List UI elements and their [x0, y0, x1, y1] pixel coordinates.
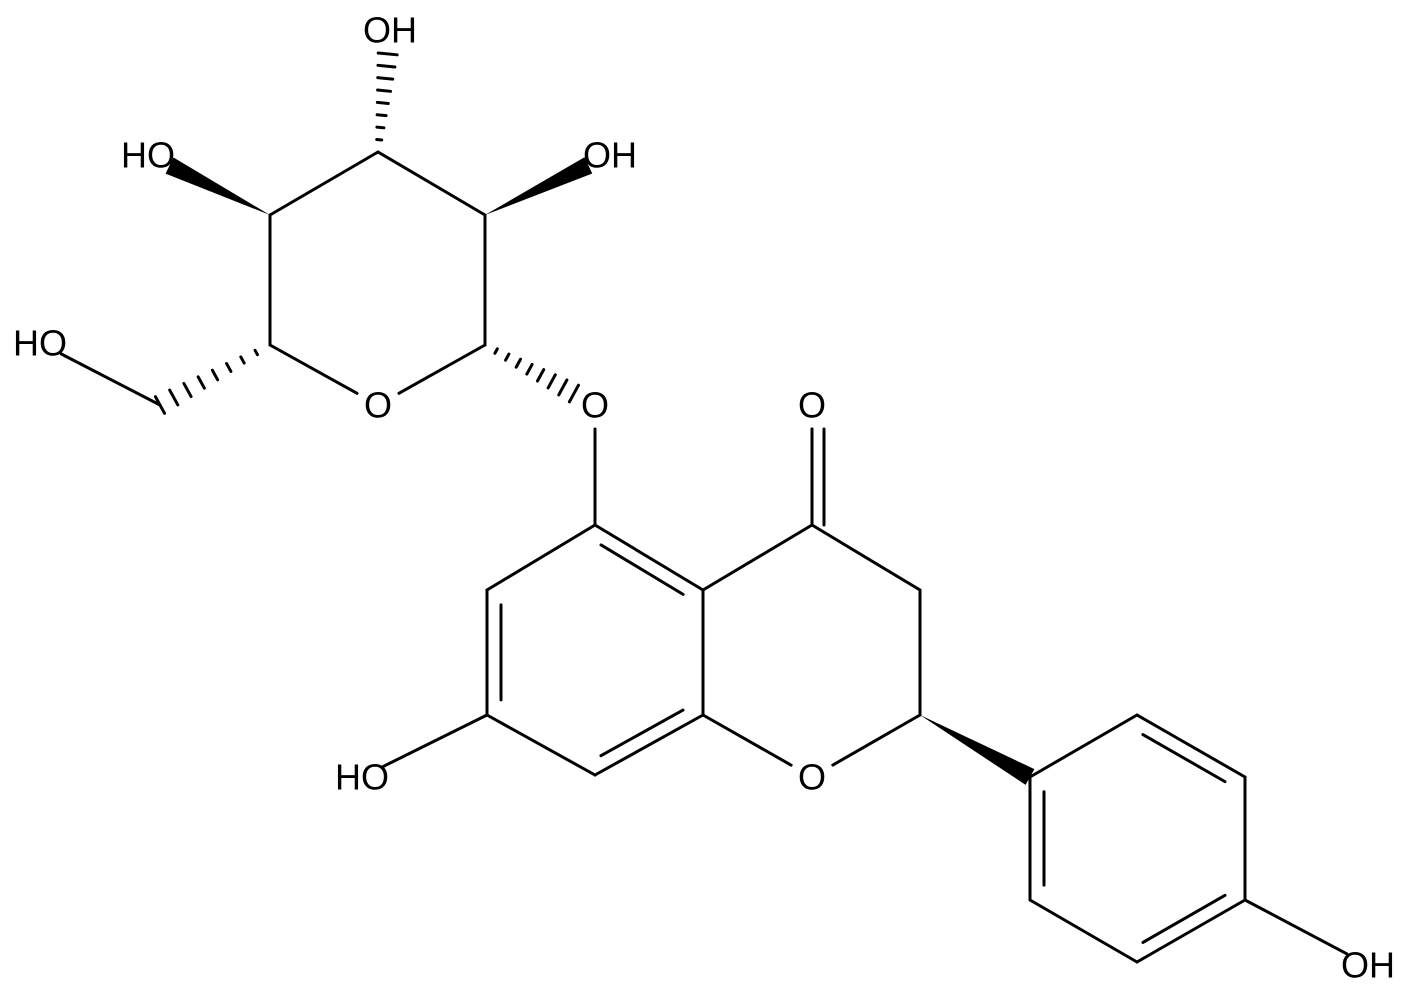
bond	[1135, 713, 1247, 779]
hash-bond	[253, 348, 259, 357]
bond	[1028, 713, 1139, 779]
bond	[382, 713, 489, 768]
atom-label: HO	[335, 757, 389, 798]
bond	[268, 150, 380, 217]
bond	[485, 713, 597, 777]
hash-bond	[557, 378, 569, 397]
hash-bond	[493, 347, 499, 355]
hash-bond	[376, 76, 395, 81]
hash-bond	[375, 125, 386, 130]
bond-inner	[1141, 733, 1227, 784]
bond	[376, 150, 487, 217]
bond	[1028, 898, 1139, 964]
bond	[1135, 898, 1247, 964]
bond	[701, 713, 793, 767]
hash-bond	[376, 51, 399, 57]
hash-bond	[375, 100, 390, 105]
atom-label: OH	[1341, 945, 1395, 986]
atom-label: O	[581, 385, 609, 426]
hash-bond	[196, 375, 206, 390]
hash-bond	[567, 383, 580, 404]
hash-bond	[525, 362, 534, 376]
hash-bond	[376, 63, 397, 69]
wedge-bond	[485, 157, 593, 215]
bond	[397, 343, 487, 395]
hash-bond	[504, 352, 511, 362]
hash-bond	[546, 373, 557, 390]
atom-label: O	[798, 385, 826, 426]
bond	[485, 523, 597, 592]
hash-bond	[153, 395, 167, 415]
atom-label: OH	[363, 10, 417, 51]
hash-bond	[514, 357, 523, 369]
atom-label: HO	[13, 323, 67, 364]
bond	[593, 713, 705, 777]
hash-bond	[376, 88, 393, 93]
atom-label: HO	[121, 135, 175, 176]
hash-bond	[182, 381, 193, 399]
bond	[701, 523, 814, 592]
wedge-bond	[165, 157, 270, 215]
hash-bond	[375, 113, 388, 118]
bond	[593, 523, 705, 592]
bond	[831, 713, 922, 767]
bond	[268, 343, 359, 395]
bond-inner	[1141, 893, 1227, 944]
hash-bond	[210, 368, 220, 382]
wedge-bond	[920, 715, 1035, 785]
hash-bond	[239, 355, 246, 365]
hash-bond	[225, 362, 233, 373]
bond	[1243, 898, 1349, 956]
atom-label: OH	[583, 135, 637, 176]
bond	[59, 352, 162, 407]
bond	[810, 523, 922, 592]
hash-bond	[535, 368, 546, 383]
hash-bond	[168, 388, 180, 407]
atom-label: O	[364, 385, 392, 426]
atom-label: O	[798, 757, 826, 798]
bond-inner	[599, 543, 685, 596]
bond-inner	[599, 708, 685, 758]
